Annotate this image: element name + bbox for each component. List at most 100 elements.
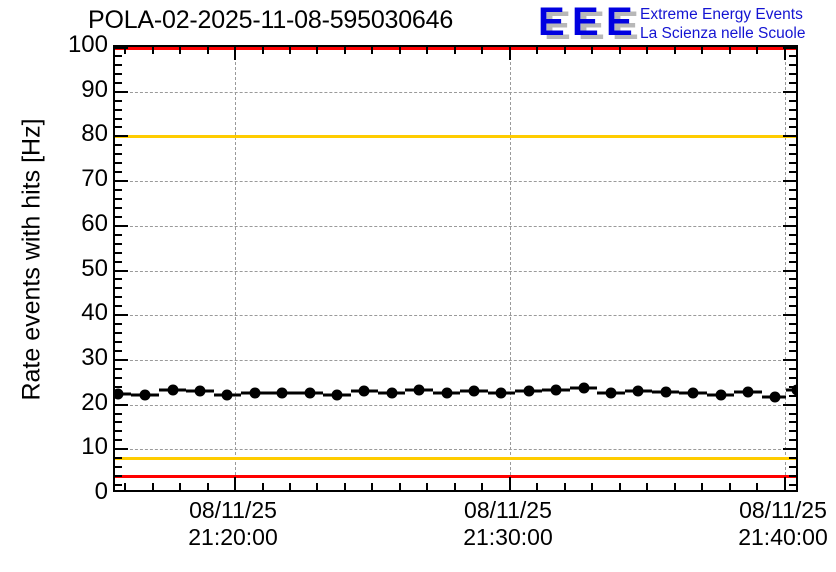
eee-logo: E E E E E E Extreme Energy Events La Sci… bbox=[538, 0, 834, 48]
y-gridline bbox=[115, 270, 796, 272]
data-point bbox=[769, 391, 781, 403]
y-tick-right bbox=[789, 349, 796, 352]
x-tick-top bbox=[453, 47, 456, 54]
x-tick bbox=[398, 483, 401, 490]
data-point bbox=[550, 384, 562, 396]
y-tick-right bbox=[789, 117, 796, 120]
y-tick bbox=[115, 47, 128, 49]
x-tick-label: 08/11/25 21:20:00 bbox=[188, 497, 278, 551]
y-tick bbox=[115, 197, 122, 200]
y-tick bbox=[115, 314, 128, 317]
data-point bbox=[578, 382, 590, 394]
y-tick bbox=[115, 349, 122, 352]
y-tick-right bbox=[789, 287, 796, 290]
y-tick-label: 30 bbox=[81, 343, 108, 371]
y-tick bbox=[115, 189, 122, 192]
y-tick bbox=[115, 72, 122, 75]
data-point bbox=[358, 385, 370, 397]
x-tick-label: 08/11/25 21:40:00 bbox=[738, 497, 828, 551]
x-tick-top bbox=[426, 47, 429, 54]
x-tick-top bbox=[343, 47, 346, 54]
x-tick-top bbox=[756, 47, 759, 54]
y-tick-right bbox=[789, 206, 796, 209]
eee-logo-e3-shadow: E bbox=[612, 4, 639, 48]
y-tick-right bbox=[789, 394, 796, 397]
y-tick-right bbox=[789, 376, 796, 379]
x-tick-top bbox=[398, 47, 401, 54]
x-tick-label-date: 08/11/25 bbox=[739, 497, 827, 523]
y-tick-right bbox=[783, 90, 796, 93]
y-tick bbox=[115, 206, 122, 209]
eee-logo-e1: E bbox=[538, 0, 565, 44]
x-tick bbox=[783, 477, 786, 490]
y-tick bbox=[115, 367, 122, 370]
x-tick bbox=[289, 483, 291, 490]
y-tick-right bbox=[789, 296, 796, 299]
x-tick-top bbox=[728, 47, 731, 54]
y-tick bbox=[115, 403, 128, 406]
y-gridline bbox=[115, 359, 796, 361]
x-tick-label-date: 08/11/25 bbox=[189, 497, 277, 523]
x-tick-top bbox=[783, 47, 786, 60]
y-tick-right bbox=[789, 242, 796, 245]
y-gridline bbox=[115, 315, 796, 317]
y-tick-right bbox=[783, 448, 796, 451]
y-tick bbox=[115, 81, 122, 84]
y-tick-right bbox=[789, 189, 796, 192]
x-tick-top bbox=[179, 47, 182, 54]
x-tick-top bbox=[536, 47, 539, 54]
y-tick-right bbox=[789, 323, 796, 326]
x-tick bbox=[481, 483, 484, 490]
x-tick bbox=[508, 477, 511, 490]
x-tick bbox=[536, 483, 539, 490]
x-tick-top bbox=[316, 47, 319, 54]
x-tick-top bbox=[646, 47, 649, 54]
y-tick-label: 80 bbox=[81, 120, 108, 148]
x-tick bbox=[234, 477, 236, 490]
y-tick bbox=[115, 341, 122, 344]
y-tick bbox=[115, 448, 128, 451]
chart-title: POLA-02-2025-11-08-595030646 bbox=[88, 6, 454, 34]
x-tick bbox=[124, 483, 127, 490]
y-tick bbox=[115, 421, 122, 424]
data-point bbox=[742, 386, 754, 398]
eee-logo-e2-shadow: E bbox=[578, 4, 605, 48]
y-tick bbox=[115, 153, 122, 156]
x-tick bbox=[453, 483, 456, 490]
eee-logo-line1: Extreme Energy Events bbox=[640, 6, 803, 23]
x-tick bbox=[728, 483, 731, 490]
y-tick-right bbox=[789, 153, 796, 156]
y-tick-right bbox=[789, 215, 796, 218]
y-tick-right bbox=[789, 126, 796, 129]
y-tick-right bbox=[789, 63, 796, 66]
data-point bbox=[687, 387, 699, 399]
data-point bbox=[276, 387, 288, 399]
y-tick-right bbox=[783, 358, 796, 361]
y-tick bbox=[115, 63, 122, 66]
y-tick-right bbox=[789, 99, 796, 102]
y-tick-right bbox=[789, 484, 796, 487]
x-tick bbox=[426, 483, 429, 490]
data-point bbox=[167, 384, 179, 396]
y-tick-right bbox=[783, 47, 796, 49]
y-tick-right bbox=[783, 135, 796, 138]
x-tick-top bbox=[371, 47, 374, 54]
data-point bbox=[523, 385, 535, 397]
y-tick bbox=[115, 287, 122, 290]
y-tick-right bbox=[789, 367, 796, 370]
y-tick bbox=[115, 144, 122, 147]
y-tick bbox=[115, 278, 122, 281]
x-axis-tick-labels: 08/11/25 21:20:00 08/11/25 21:30:00 08/11/25… bbox=[113, 497, 828, 559]
y-tick bbox=[115, 171, 122, 174]
y-tick-right bbox=[789, 332, 796, 335]
x-tick bbox=[756, 483, 759, 490]
y-tick bbox=[115, 305, 122, 308]
x-tick-top bbox=[206, 47, 209, 54]
data-point bbox=[632, 385, 644, 397]
x-tick-top bbox=[234, 47, 236, 60]
y-tick-right bbox=[789, 144, 796, 147]
y-tick bbox=[115, 224, 128, 227]
y-tick-right bbox=[789, 72, 796, 75]
y-tick bbox=[115, 126, 122, 129]
